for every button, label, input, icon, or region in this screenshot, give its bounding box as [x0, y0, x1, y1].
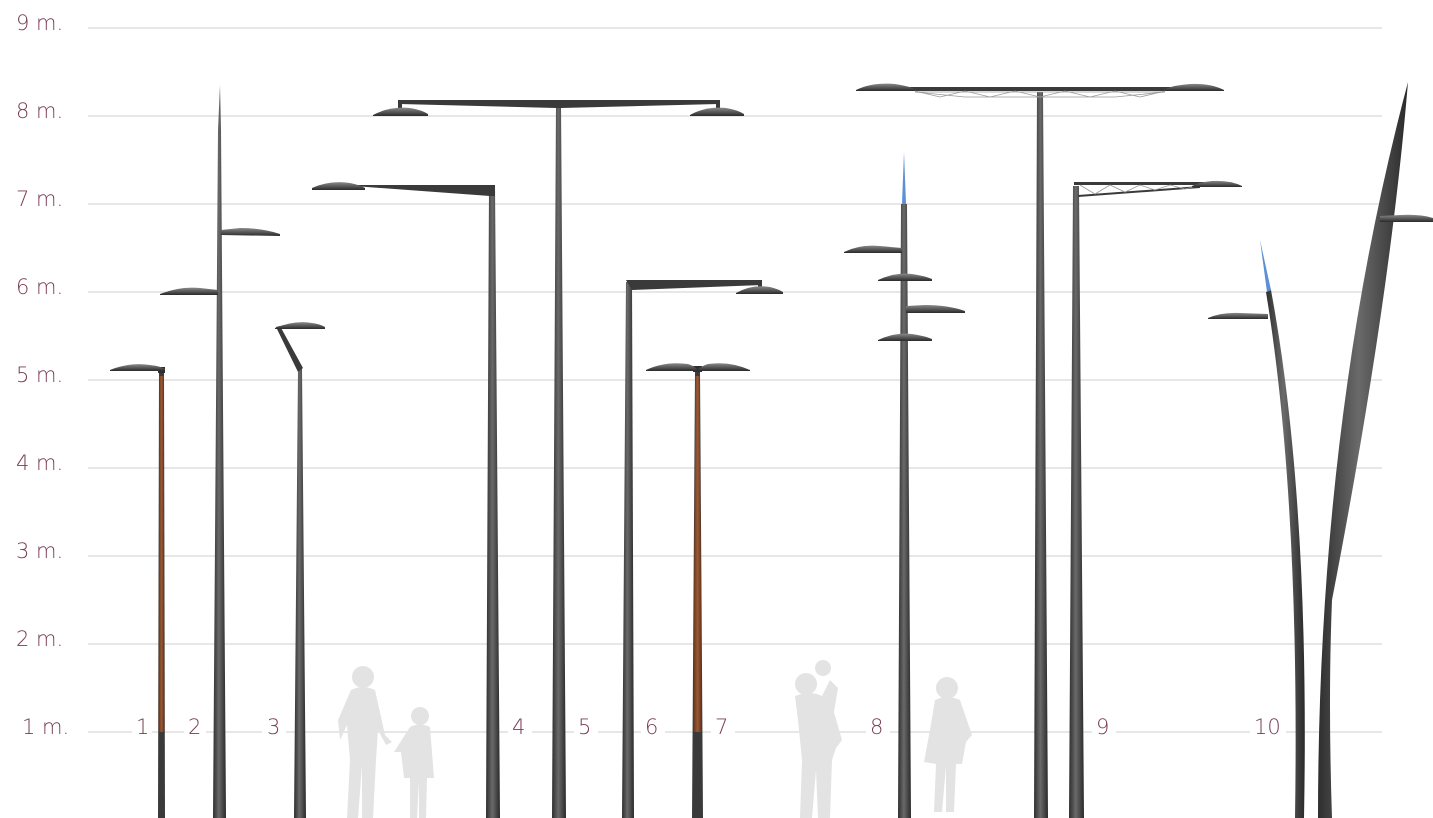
pole-numbers: 1 2 3 4 5 6 7 8 9 10 — [132, 715, 1286, 740]
silhouette-adult-child-middle — [795, 660, 842, 818]
height-label-2m: 2 m. — [16, 627, 63, 651]
pole-9-single-arm — [1069, 180, 1242, 818]
pole-9 — [856, 83, 1224, 818]
height-label-3m: 3 m. — [16, 539, 63, 563]
pole-4 — [312, 182, 500, 818]
pole-number-9: 9 — [1096, 715, 1109, 739]
pole-number-4: 4 — [512, 715, 525, 739]
pole-number-3: 3 — [267, 715, 280, 739]
pole-7 — [646, 363, 750, 818]
height-label-4m: 4 m. — [16, 451, 63, 475]
pole-number-5: 5 — [578, 715, 591, 739]
pole-6 — [622, 280, 783, 818]
pole-3 — [275, 322, 325, 818]
pole-1 — [110, 364, 165, 818]
pole-number-10: 10 — [1254, 715, 1281, 739]
pole-number-8: 8 — [870, 715, 883, 739]
silhouette-adult-child-left — [338, 666, 434, 818]
height-gridlines — [88, 27, 1382, 733]
height-labels: 1 m. 2 m. 3 m. 4 m. 5 m. 6 m. 7 m. 8 m. … — [16, 11, 69, 739]
pole-number-1: 1 — [136, 715, 149, 739]
pole-5 — [373, 100, 744, 818]
pole-number-6: 6 — [645, 715, 658, 739]
height-label-7m: 7 m. — [16, 187, 63, 211]
height-label-6m: 6 m. — [16, 275, 63, 299]
height-label-9m: 9 m. — [16, 11, 63, 35]
height-label-8m: 8 m. — [16, 99, 63, 123]
height-label-5m: 5 m. — [16, 363, 63, 387]
silhouette-adult-right — [924, 677, 972, 812]
pole-number-2: 2 — [188, 715, 201, 739]
pole-number-7: 7 — [715, 715, 728, 739]
pole-10 — [1208, 82, 1433, 818]
pole-8 — [844, 152, 965, 818]
pole-2 — [160, 85, 280, 818]
height-label-1m: 1 m. — [22, 715, 69, 739]
